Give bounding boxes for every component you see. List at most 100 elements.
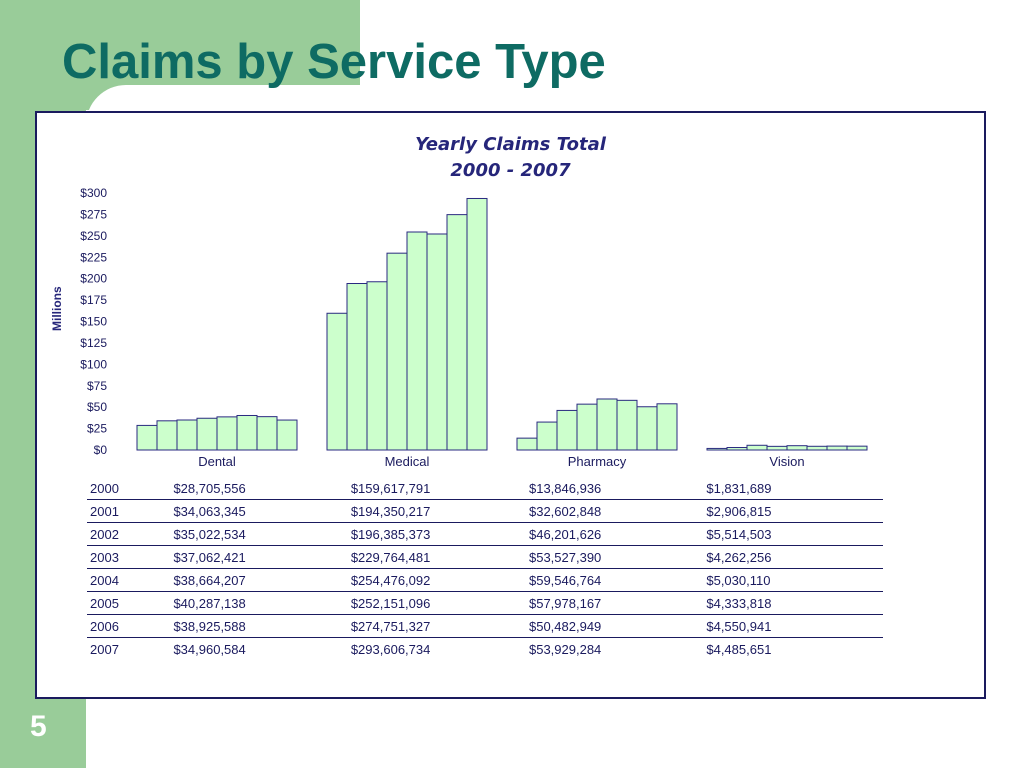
chart-frame: Yearly Claims Total 2000 - 2007 Millions… xyxy=(35,111,986,699)
table-value-cell: $37,062,421 xyxy=(173,545,351,569)
bar-pharmacy-2004 xyxy=(596,398,618,451)
bar-dental-2003 xyxy=(196,417,218,451)
table-value-cell: $5,514,503 xyxy=(706,522,883,546)
bar-pharmacy-2000 xyxy=(516,437,538,451)
bar-medical-2003 xyxy=(386,252,408,451)
y-tick-label: $25 xyxy=(87,422,107,436)
table-value-cell: $38,664,207 xyxy=(173,568,351,592)
bar-dental-2007 xyxy=(276,419,298,451)
table-value-cell: $274,751,327 xyxy=(350,614,529,638)
table-value-cell: $4,333,818 xyxy=(706,591,883,615)
bar-pharmacy-2001 xyxy=(536,421,558,451)
table-value-cell: $194,350,217 xyxy=(350,499,529,523)
bar-pharmacy-2002 xyxy=(556,409,578,451)
table-year-cell: 2006 xyxy=(87,614,174,638)
table-value-cell: $293,606,734 xyxy=(350,641,431,657)
bar-chart: $0 $25 $50 $75 $100 $125 $150 $175 $200 $225 $250 $… xyxy=(80,186,868,469)
y-tick-label: $275 xyxy=(80,207,107,221)
y-tick-label: $100 xyxy=(80,357,107,371)
bar-vision-2006 xyxy=(826,445,848,451)
bar-vision-2003 xyxy=(766,445,788,451)
table-value-cell: $2,906,815 xyxy=(706,499,883,523)
table-row: 2004 $38,664,207 $254,476,092 $59,546,764 $5… xyxy=(87,568,883,592)
data-table: 2000 $28,705,556 $159,617,791 $13,846,936 $1… xyxy=(87,477,883,660)
bar-medical-2007 xyxy=(466,197,488,451)
table-value-cell: $32,602,848 xyxy=(528,499,707,523)
bar-dental-2000 xyxy=(136,424,158,451)
table-value-cell: $4,262,256 xyxy=(706,545,883,569)
table-row: 2000 $28,705,556 $159,617,791 $13,846,936 $1… xyxy=(87,477,883,500)
table-row: 2005 $40,287,138 $252,151,096 $57,978,167 $4… xyxy=(87,591,883,615)
table-row: 2001 $34,063,345 $194,350,217 $32,602,848 $2… xyxy=(87,499,883,523)
table-year-cell: 2007 xyxy=(90,641,119,657)
bar-dental-2002 xyxy=(176,419,198,451)
y-tick-label: $75 xyxy=(87,379,107,393)
y-tick-label: $300 xyxy=(80,186,107,200)
table-value-cell: $5,030,110 xyxy=(706,568,883,592)
table-value-cell: $57,978,167 xyxy=(528,591,707,615)
table-value-cell: $40,287,138 xyxy=(173,591,351,615)
table-row: 2006 $38,925,588 $274,751,327 $50,482,949 $4… xyxy=(87,614,883,638)
bar-medical-2006 xyxy=(446,214,468,451)
table-value-cell: $254,476,092 xyxy=(350,568,529,592)
y-tick-label: $150 xyxy=(80,315,107,329)
table-year-cell: 2004 xyxy=(87,568,174,592)
table-value-cell: $196,385,373 xyxy=(350,522,529,546)
bar-medical-2004 xyxy=(406,231,428,451)
x-category-label: Vision xyxy=(769,454,804,469)
y-tick-label: $125 xyxy=(80,336,107,350)
bar-medical-2001 xyxy=(346,283,368,451)
table-value-cell: $59,546,764 xyxy=(528,568,707,592)
bar-dental-2001 xyxy=(156,420,178,451)
table-year-cell: 2003 xyxy=(87,545,174,569)
table-value-cell: $35,022,534 xyxy=(173,522,351,546)
bar-pharmacy-2005 xyxy=(616,399,638,451)
y-tick-label: $0 xyxy=(94,443,108,457)
x-category-label: Medical xyxy=(385,454,430,469)
table-value-cell: $4,550,941 xyxy=(706,614,883,638)
bar-dental-2006 xyxy=(256,416,278,451)
bar-pharmacy-2006 xyxy=(636,406,658,451)
bar-vision-2000 xyxy=(706,447,728,451)
table-value-cell: $38,925,588 xyxy=(173,614,351,638)
y-tick-label: $225 xyxy=(80,250,107,264)
bar-vision-2002 xyxy=(746,444,768,451)
bar-pharmacy-2003 xyxy=(576,403,598,451)
bar-medical-2002 xyxy=(366,281,388,451)
x-category-label: Dental xyxy=(198,454,236,469)
table-value-cell: $53,527,390 xyxy=(528,545,707,569)
x-category-label: Pharmacy xyxy=(568,454,627,469)
y-tick-label: $200 xyxy=(80,272,107,286)
table-value-cell: $53,929,284 xyxy=(528,641,602,657)
bar-dental-2005 xyxy=(236,414,258,451)
table-year-cell: 2005 xyxy=(87,591,174,615)
y-tick-label: $250 xyxy=(80,229,107,243)
table-year-cell: 2002 xyxy=(87,522,174,546)
bar-dental-2004 xyxy=(216,416,238,451)
y-tick-label: $50 xyxy=(87,400,107,414)
table-value-cell: $1,831,689 xyxy=(706,477,883,500)
chart-title: Yearly Claims Total xyxy=(415,134,606,155)
bar-vision-2001 xyxy=(726,447,748,451)
table-row: 2003 $37,062,421 $229,764,481 $53,527,390 $4… xyxy=(87,545,883,569)
chart-subtitle: 2000 - 2007 xyxy=(450,160,571,181)
table-value-cell: $13,846,936 xyxy=(528,477,707,500)
table-value-cell: $50,482,949 xyxy=(528,614,707,638)
table-value-cell: $4,485,651 xyxy=(706,641,772,657)
bar-vision-2005 xyxy=(806,445,828,451)
table-row: 2002 $35,022,534 $196,385,373 $46,201,626 $5… xyxy=(87,522,883,546)
table-value-cell: $46,201,626 xyxy=(528,522,707,546)
table-value-cell: $229,764,481 xyxy=(350,545,529,569)
table-value-cell: $28,705,556 xyxy=(173,477,351,500)
table-value-cell: $34,063,345 xyxy=(173,499,351,523)
bar-medical-2000 xyxy=(326,312,348,451)
y-tick-label: $175 xyxy=(80,293,107,307)
table-value-cell: $34,960,584 xyxy=(173,641,246,657)
bar-vision-2007 xyxy=(846,445,868,451)
bar-vision-2004 xyxy=(786,445,808,451)
table-year-cell: 2001 xyxy=(87,499,174,523)
table-row: 2007 $34,960,584 $293,606,734 $53,929,284 $4… xyxy=(87,638,883,661)
table-value-cell: $159,617,791 xyxy=(350,477,529,500)
bar-pharmacy-2007 xyxy=(656,403,678,451)
slide-title: Claims by Service Type xyxy=(62,35,606,89)
